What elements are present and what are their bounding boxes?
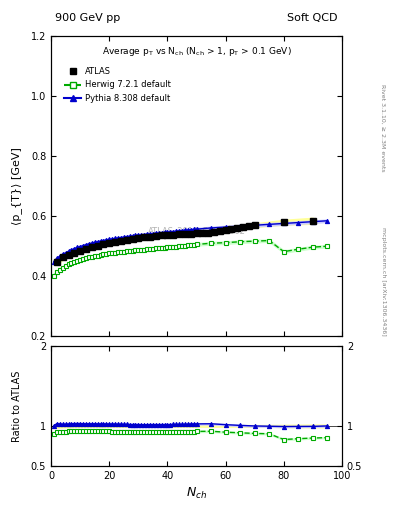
Legend: ATLAS, Herwig 7.2.1 default, Pythia 8.308 default: ATLAS, Herwig 7.2.1 default, Pythia 8.30… bbox=[61, 64, 174, 106]
Text: Soft QCD: Soft QCD bbox=[288, 13, 338, 23]
Text: ATLAS_2010_S8918562: ATLAS_2010_S8918562 bbox=[147, 226, 246, 235]
Text: Rivet 3.1.10, ≥ 2.3M events: Rivet 3.1.10, ≥ 2.3M events bbox=[381, 84, 386, 172]
Y-axis label: ⟨p_{T}⟩ [GeV]: ⟨p_{T}⟩ [GeV] bbox=[11, 147, 22, 225]
Text: Average $\mathregular{p_T}$ vs $\mathregular{N_{ch}}$ ($\mathregular{N_{ch}}$ > : Average $\mathregular{p_T}$ vs $\mathreg… bbox=[101, 45, 292, 58]
Text: 900 GeV pp: 900 GeV pp bbox=[55, 13, 120, 23]
Y-axis label: Ratio to ATLAS: Ratio to ATLAS bbox=[12, 370, 22, 442]
Text: mcplots.cern.ch [arXiv:1306.3436]: mcplots.cern.ch [arXiv:1306.3436] bbox=[381, 227, 386, 336]
X-axis label: $N_{ch}$: $N_{ch}$ bbox=[186, 486, 207, 501]
